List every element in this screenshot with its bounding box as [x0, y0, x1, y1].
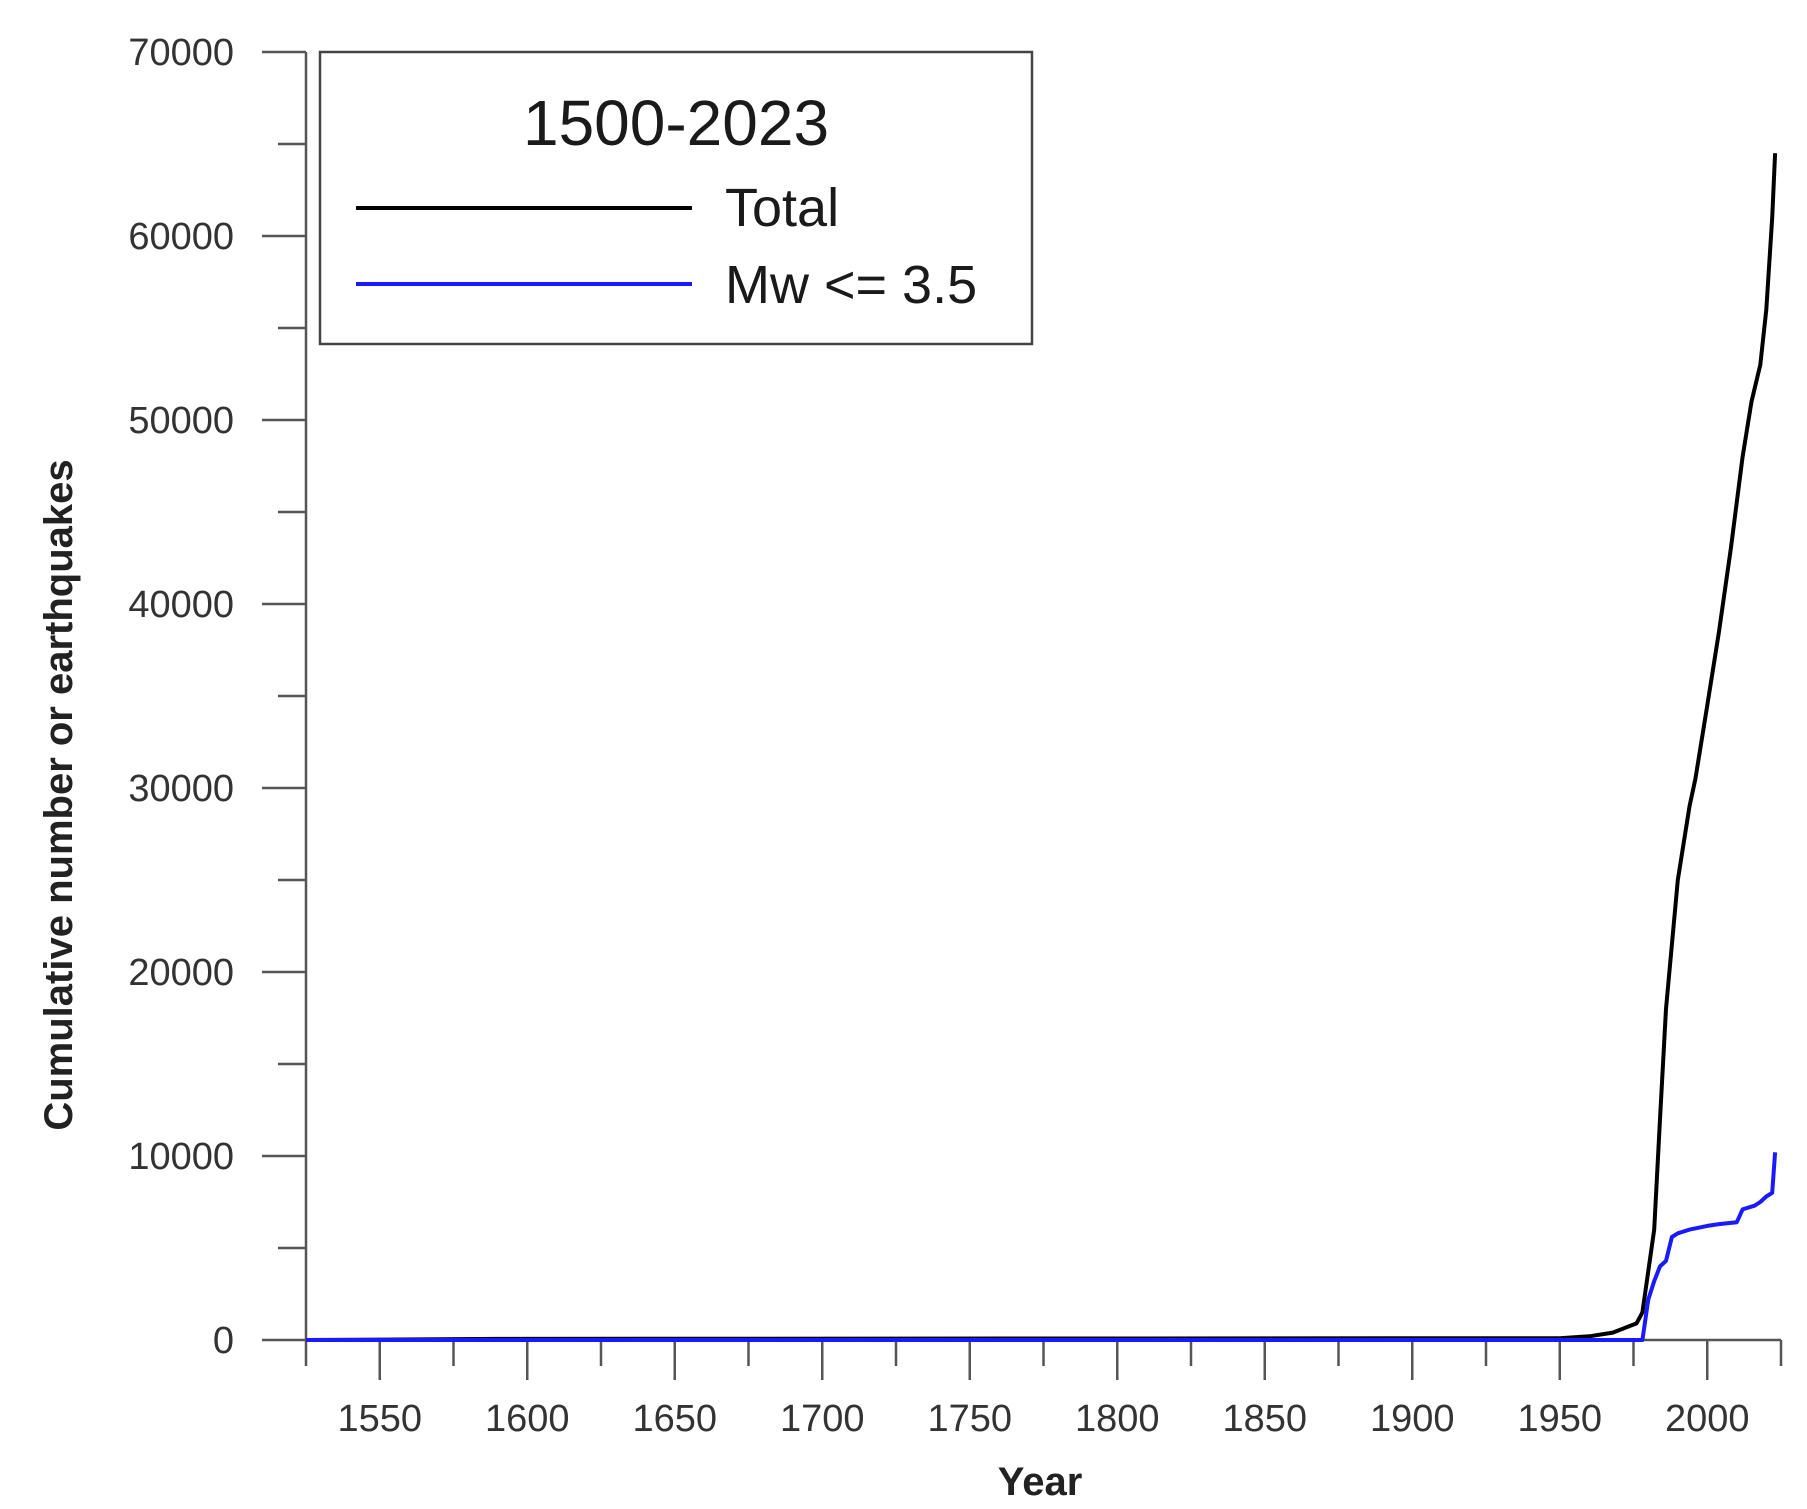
series-layer	[305, 153, 1778, 1342]
series-line-mw-le-3-5	[306, 1152, 1778, 1342]
y-tick-label: 70000	[128, 32, 234, 74]
y-tick-label: 0	[213, 1320, 234, 1362]
x-axis-title: Year	[998, 1460, 1083, 1504]
legend-label-total: Total	[725, 178, 839, 238]
y-axis-title: Cumulative number or earthquakes	[37, 459, 81, 1130]
y-tick-label: 40000	[128, 584, 234, 626]
legend-box	[318, 50, 1034, 346]
x-tick-label: 1750	[927, 1398, 1012, 1440]
x-tick-label: 2000	[1665, 1398, 1750, 1440]
y-tick-label: 10000	[128, 1136, 234, 1178]
x-tick-label: 1600	[485, 1398, 570, 1440]
x-tick-label: 1650	[632, 1398, 717, 1440]
y-tick-label: 20000	[128, 952, 234, 994]
x-tick-label: 1900	[1370, 1398, 1455, 1440]
axes: 0 10000 20000 30000 40000 50000 60000 70000 1550…	[128, 32, 1783, 1440]
y-tick-label: 50000	[128, 400, 234, 442]
x-tick-label: 1800	[1075, 1398, 1160, 1440]
x-tick-label: 1850	[1222, 1398, 1307, 1440]
legend-label-mw-le-3-5: Mw <= 3.5	[725, 255, 977, 315]
x-tick-label: 1700	[780, 1398, 865, 1440]
y-tick-label: 30000	[128, 768, 234, 810]
x-tick-label: 1950	[1517, 1398, 1602, 1440]
x-tick-label: 1550	[337, 1398, 422, 1440]
legend: 1500-2023 Total Mw <= 3.5	[318, 50, 1034, 346]
series-line-total	[305, 153, 1778, 1342]
legend-title: 1500-2023	[523, 87, 829, 159]
y-tick-label: 60000	[128, 216, 234, 258]
